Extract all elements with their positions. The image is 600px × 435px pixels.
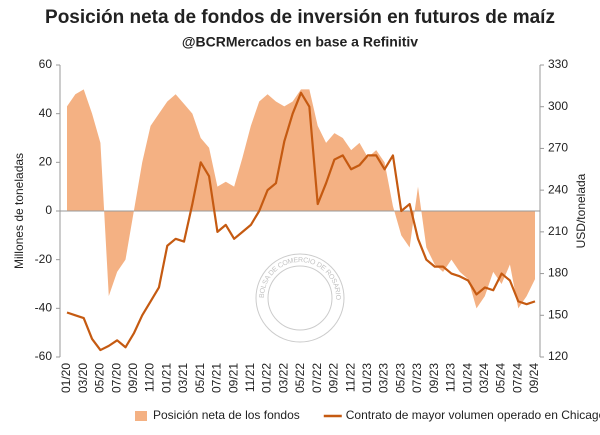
x-tick-label: 07/23 <box>410 363 424 393</box>
x-tick-label: 11/23 <box>444 363 458 392</box>
x-tick-label: 07/20 <box>109 363 123 393</box>
x-tick-label: 03/24 <box>477 363 491 393</box>
x-tick-label: 01/20 <box>59 363 73 393</box>
x-tick-label: 01/23 <box>360 363 374 393</box>
x-tick-label: 05/22 <box>293 363 307 393</box>
x-tick-label: 09/21 <box>226 363 240 393</box>
x-tick-label: 07/24 <box>510 363 524 393</box>
legend-swatch <box>135 411 147 421</box>
x-tick-label: 05/21 <box>193 363 207 393</box>
x-tick-label: 09/24 <box>527 363 541 393</box>
y-tick-label: -20 <box>35 252 53 266</box>
legend-label: Posición neta de los fondos <box>153 408 300 422</box>
y2-tick-label: 210 <box>548 224 568 238</box>
y-tick-label: -40 <box>35 301 53 315</box>
x-tick-label: 01/21 <box>159 363 173 393</box>
x-tick-label: 03/22 <box>276 363 290 393</box>
y2-tick-label: 150 <box>548 307 568 321</box>
chart-subtitle: @BCRMercados en base a Refinitiv <box>182 34 418 50</box>
plot-area <box>60 89 540 352</box>
line <box>66 91 536 352</box>
y-tick-label: -60 <box>35 349 53 363</box>
x-tick-label: 03/21 <box>176 363 190 393</box>
x-tick-label: 11/21 <box>243 363 257 392</box>
x-tick-label: 07/21 <box>210 363 224 393</box>
y2-axis-title: USD/tonelada <box>574 173 588 248</box>
watermark-ring <box>267 265 333 331</box>
watermark-text: BOLSA DE COMERCIO DE ROSARIO <box>259 257 341 301</box>
y-tick-label: 40 <box>39 106 53 120</box>
x-tick-label: 01/24 <box>460 363 474 393</box>
x-tick-label: 05/20 <box>93 363 107 393</box>
area <box>67 89 535 309</box>
y2-tick-label: 240 <box>548 182 568 196</box>
y-tick-label: 0 <box>45 203 52 217</box>
y2-tick-label: 300 <box>548 99 568 113</box>
x-tick-label: 05/23 <box>393 363 407 393</box>
x-tick-label: 11/22 <box>343 363 357 392</box>
x-tick-label: 03/20 <box>76 363 90 393</box>
y2-tick-label: 180 <box>548 266 568 280</box>
y2-tick-label: 270 <box>548 141 568 155</box>
x-tick-label: 03/23 <box>377 363 391 393</box>
x-tick-label: 01/22 <box>260 363 274 393</box>
x-tick-label: 05/24 <box>494 363 508 393</box>
y2-tick-label: 120 <box>548 349 568 363</box>
chart-title: Posición neta de fondos de inversión en … <box>45 7 555 28</box>
watermark: BOLSA DE COMERCIO DE ROSARIO <box>255 253 345 343</box>
y-tick-label: 60 <box>39 57 53 71</box>
x-tick-label: 09/22 <box>327 363 341 393</box>
x-tick-label: 09/20 <box>126 363 140 393</box>
y2-tick-label: 330 <box>548 57 568 71</box>
watermark-ring <box>255 253 345 343</box>
y-axis-title: Millones de toneladas <box>12 153 26 269</box>
x-tick-label: 09/23 <box>427 363 441 393</box>
legend-label: Contrato de mayor volumen operado en Chi… <box>346 408 600 422</box>
x-tick-label: 07/22 <box>310 363 324 393</box>
y-tick-label: 20 <box>39 155 53 169</box>
x-tick-label: 11/20 <box>143 363 157 392</box>
watermark-path: BOLSA DE COMERCIO DE ROSARIO <box>259 257 341 301</box>
